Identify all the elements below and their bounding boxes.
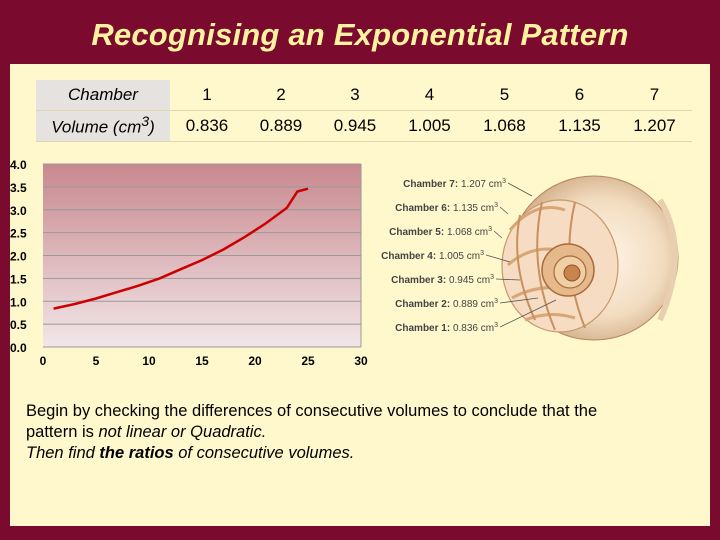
callout-volume: 1.207 cm [458,179,502,190]
callout-leader-line [499,299,557,328]
x-tick-label: 5 [93,354,100,368]
callout-volume: 0.889 cm [450,299,494,310]
volume-header-suffix: ) [149,117,155,137]
volume-header: Volume (cm3) [36,110,170,142]
volume-cell: 1.135 [542,110,617,142]
slide-title: Recognising an Exponential Pattern [91,17,629,52]
callout-leader-line [485,254,511,263]
caption-line-3-suffix: of consecutive volumes. [173,444,355,462]
callout-leader-line [499,297,539,304]
callout-volume: 1.068 cm [444,227,488,238]
caption-line-3-prefix: Then find [26,444,100,462]
grid-lines [43,163,362,348]
callout-leader-line [507,182,533,197]
caption-line-1: Begin by checking the differences of con… [26,402,598,420]
callout-volume: 1.135 cm [450,203,494,214]
caption-line-2: pattern is not linear or Quadratic. [26,422,696,443]
caption-line-2-prefix: pattern is [26,423,99,441]
series-line [53,187,309,310]
title-bar: Recognising an Exponential Pattern [0,0,720,64]
callout-chamber: Chamber 6: [395,203,450,214]
caption-line-2-emphasis: not linear or Quadratic. [98,423,267,441]
chamber-volume-table: Chamber 1 2 3 4 5 6 7 Volume (cm3) 0.836… [36,80,692,142]
caption-line-3-bold-wrap: the ratios [99,444,173,462]
caption-line-3: Then find the ratios of consecutive volu… [26,443,696,464]
callout-leader-line [499,206,509,215]
x-tick-label: 10 [142,354,156,368]
callout-leader-line [493,230,503,239]
chamber-callout-label: Chamber 2: 0.889 cm3 [395,298,498,310]
chamber-callout-label: Chamber 1: 0.836 cm3 [395,322,498,334]
chamber-callout-label: Chamber 7: 1.207 cm3 [403,178,506,190]
y-tick-label: 0.5 [10,318,27,332]
callout-chamber: Chamber 2: [395,299,450,310]
callout-chamber: Chamber 4: [381,251,436,262]
volume-cell: 1.068 [467,110,542,142]
chamber-callout-label: Chamber 5: 1.068 cm3 [389,226,492,238]
callout-sup: 3 [480,250,484,257]
callout-sup: 3 [502,178,506,185]
volume-chart: 0.0 0.5 1.0 1.5 2.0 2.5 3.0 3.5 4.0 0 5 10 15 20 25 30 [10,158,368,368]
x-tick-label: 25 [301,354,315,368]
callout-chamber: Chamber 1: [395,323,450,334]
callout-volume: 1.005 cm [436,251,480,262]
volume-cell: 1.207 [617,110,692,142]
callout-sup: 3 [494,322,498,329]
y-tick-label: 3.0 [10,204,27,218]
chamber-cell: 4 [392,80,467,111]
chamber-cell: 3 [318,80,392,111]
volume-cell: 0.889 [244,110,318,142]
chamber-cell: 1 [170,80,244,111]
x-tick-label: 0 [40,354,47,368]
y-tick-label: 2.5 [10,227,27,241]
y-tick-label: 1.0 [10,295,27,309]
chamber-callout-label: Chamber 6: 1.135 cm3 [395,202,498,214]
nautilus-shell-icon [501,175,679,341]
volume-cell: 0.945 [318,110,392,142]
y-tick-labels: 0.0 0.5 1.0 1.5 2.0 2.5 3.0 3.5 4.0 [10,158,27,355]
callout-sup: 3 [494,298,498,305]
chamber-cell: 5 [467,80,542,111]
table-row-chamber: Chamber 1 2 3 4 5 6 7 [36,80,692,111]
chamber-cell: 6 [542,80,617,111]
callout-leader-line [495,278,521,281]
x-tick-label: 20 [248,354,262,368]
callout-sup: 3 [488,226,492,233]
y-tick-label: 0.0 [10,341,27,355]
chamber-cell: 7 [617,80,692,111]
y-tick-label: 1.5 [10,272,27,286]
x-tick-labels: 0 5 10 15 20 25 30 [40,354,368,368]
x-tick-label: 15 [195,354,209,368]
volume-cell: 0.836 [170,110,244,142]
chamber-header: Chamber [36,80,170,111]
volume-header-prefix: Volume (cm [51,117,142,137]
y-tick-label: 3.5 [10,181,27,195]
table-row-volume: Volume (cm3) 0.836 0.889 0.945 1.005 1.0… [36,110,692,142]
caption-text: Begin by checking the differences of con… [26,401,696,464]
chamber-cell: 2 [244,80,318,111]
callout-chamber: Chamber 3: [391,275,446,286]
volume-header-sup: 3 [141,114,150,131]
series-line-group [53,187,309,310]
callout-volume: 0.836 cm [450,323,494,334]
chamber-callout-label: Chamber 4: 1.005 cm3 [381,250,484,262]
volume-cell: 1.005 [392,110,467,142]
caption-line-3-bold: the ratios [99,444,174,462]
chamber-callout-label: Chamber 3: 0.945 cm3 [391,274,494,286]
callout-sup: 3 [490,274,494,281]
callout-sup: 3 [494,202,498,209]
y-tick-label: 4.0 [10,158,27,172]
x-tick-label: 30 [354,354,368,368]
callout-chamber: Chamber 7: [403,179,458,190]
y-tick-label: 2.0 [10,250,27,264]
callout-chamber: Chamber 5: [389,227,444,238]
callout-volume: 0.945 cm [446,275,490,286]
